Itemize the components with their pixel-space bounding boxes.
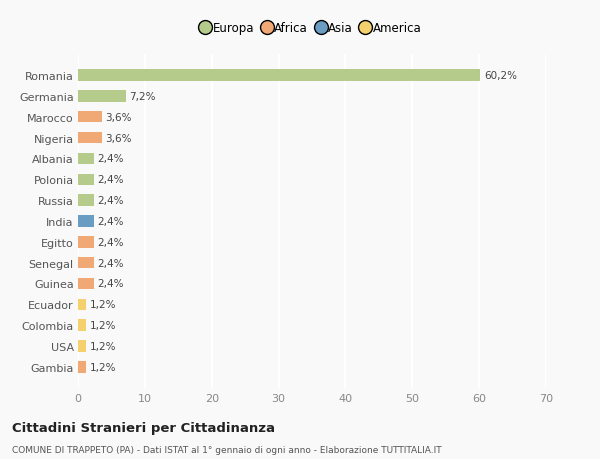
Bar (78, 341, 86, 352)
Text: 2,4%: 2,4% (97, 175, 124, 185)
Bar (78, 361, 86, 373)
Bar (78, 91, 126, 102)
Text: 1,2%: 1,2% (89, 300, 116, 310)
Bar (78, 133, 102, 144)
Text: 3,6%: 3,6% (106, 112, 132, 123)
Bar (78, 195, 94, 207)
Text: COMUNE DI TRAPPETO (PA) - Dati ISTAT al 1° gennaio di ogni anno - Elaborazione T: COMUNE DI TRAPPETO (PA) - Dati ISTAT al … (12, 445, 442, 454)
Legend: Europa, Africa, Asia, America: Europa, Africa, Asia, America (197, 18, 427, 40)
Bar (78, 257, 94, 269)
Bar (78, 278, 94, 290)
Text: 2,4%: 2,4% (97, 217, 124, 226)
Text: 7,2%: 7,2% (130, 92, 156, 102)
Bar (78, 216, 94, 227)
Text: 3,6%: 3,6% (106, 133, 132, 143)
Text: 1,2%: 1,2% (89, 362, 116, 372)
Bar (78, 112, 102, 123)
Text: 1,2%: 1,2% (89, 320, 116, 330)
Bar (78, 236, 94, 248)
Text: 2,4%: 2,4% (97, 258, 124, 268)
Bar (78, 299, 86, 310)
Bar (78, 174, 94, 185)
Text: 2,4%: 2,4% (97, 279, 124, 289)
Bar (78, 153, 94, 165)
Text: 2,4%: 2,4% (97, 237, 124, 247)
Text: 1,2%: 1,2% (89, 341, 116, 351)
Text: Cittadini Stranieri per Cittadinanza: Cittadini Stranieri per Cittadinanza (12, 421, 275, 434)
Bar (78, 70, 481, 82)
Bar (78, 320, 86, 331)
Text: 2,4%: 2,4% (97, 154, 124, 164)
Text: 60,2%: 60,2% (484, 71, 517, 81)
Text: 2,4%: 2,4% (97, 196, 124, 206)
